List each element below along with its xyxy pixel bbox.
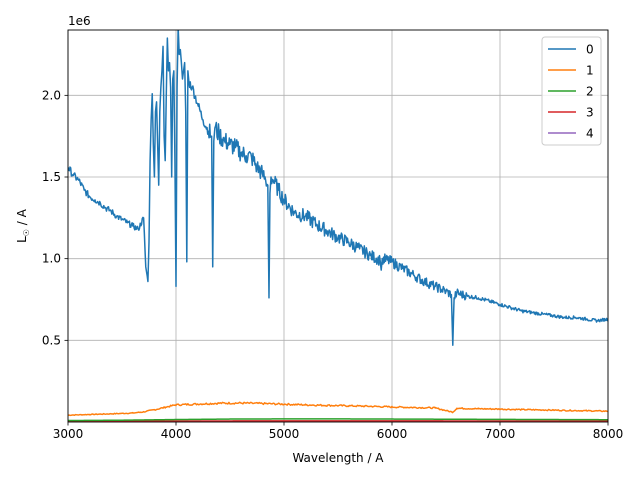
legend-label: 1 — [586, 64, 594, 78]
x-tick-label: 3000 — [53, 427, 84, 441]
x-axis: 3000 4000 5000 6000 7000 8000 — [53, 422, 624, 441]
series-line-2 — [68, 418, 608, 422]
y-axis-label: L☉ / A — [15, 208, 31, 243]
x-axis-label: Wavelength / A — [292, 451, 384, 465]
series-line-1 — [68, 401, 608, 417]
legend: 0 1 2 3 4 — [541, 36, 602, 146]
y-tick-label: 0.5 — [42, 333, 61, 347]
plot-frame — [67, 29, 609, 423]
y-tick-label: 1.0 — [42, 252, 61, 266]
x-tick-label: 8000 — [593, 427, 624, 441]
x-tick-label: 4000 — [161, 427, 192, 441]
series-line-0 — [68, 30, 608, 346]
y-axis: 0.5 1.0 1.5 2.0 — [42, 88, 68, 347]
y-tick-label: 1.5 — [42, 170, 61, 184]
y-tick-label: 2.0 — [42, 88, 61, 102]
legend-label: 3 — [586, 106, 594, 120]
x-tick-label: 7000 — [485, 427, 516, 441]
x-tick-label: 6000 — [377, 427, 408, 441]
y-axis-label-main: L — [15, 236, 29, 243]
x-tick-label: 5000 — [269, 427, 300, 441]
legend-label: 2 — [586, 85, 594, 99]
y-axis-label-subscript: ☉ — [22, 229, 31, 236]
legend-label: 4 — [586, 127, 594, 141]
legend-label: 0 — [586, 43, 594, 57]
y-axis-label-unit: / A — [15, 208, 29, 229]
y-offset-text: 1e6 — [68, 14, 91, 28]
